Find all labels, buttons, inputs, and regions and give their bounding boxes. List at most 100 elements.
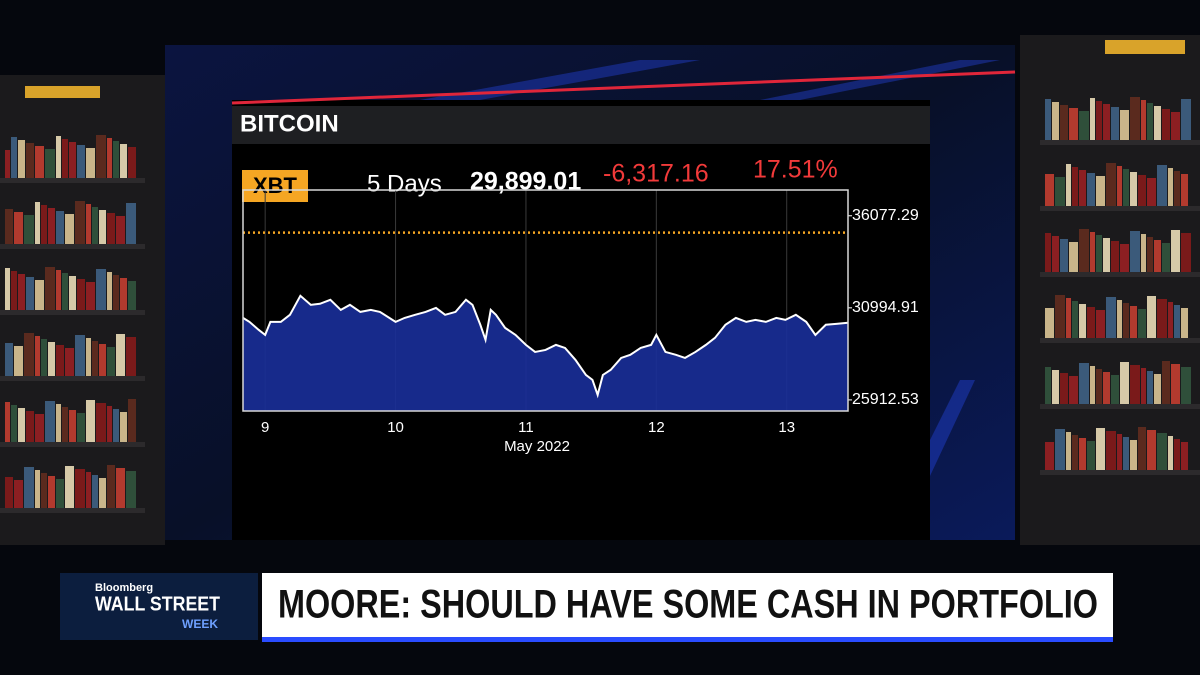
book	[11, 405, 17, 442]
book	[116, 334, 125, 376]
book	[1157, 299, 1167, 338]
book	[1087, 307, 1095, 338]
book	[45, 267, 55, 310]
book	[69, 142, 76, 178]
book	[1103, 104, 1110, 140]
book	[1069, 242, 1078, 272]
book	[26, 277, 34, 310]
book	[99, 478, 106, 508]
book	[1066, 432, 1071, 470]
book	[1181, 308, 1188, 338]
book	[18, 274, 25, 310]
book	[92, 341, 98, 376]
book	[75, 201, 85, 244]
book	[1072, 301, 1078, 338]
book	[5, 402, 10, 442]
shelf-board	[1040, 404, 1200, 409]
book	[1096, 428, 1105, 470]
book	[1117, 166, 1122, 206]
book	[120, 278, 127, 310]
book	[1123, 169, 1129, 206]
book	[120, 144, 127, 178]
book	[1087, 441, 1095, 470]
book	[86, 472, 91, 508]
shelf-board	[1040, 338, 1200, 343]
book	[1066, 164, 1071, 206]
book	[48, 476, 55, 508]
book	[1162, 109, 1170, 140]
book	[96, 403, 106, 442]
book	[1154, 240, 1161, 272]
x-tick-label: 12	[648, 419, 665, 436]
book	[5, 343, 13, 376]
book	[1096, 101, 1102, 140]
x-tick-label: 10	[387, 419, 404, 436]
book	[77, 413, 85, 442]
book	[1055, 177, 1065, 206]
book	[1111, 375, 1119, 404]
book	[128, 147, 136, 178]
book	[1120, 362, 1129, 404]
book	[41, 473, 47, 508]
book	[5, 150, 10, 178]
book	[1117, 300, 1122, 338]
show-logo	[60, 573, 258, 640]
x-tick-label: 9	[261, 419, 269, 436]
book	[1174, 171, 1180, 206]
shelf-board	[0, 508, 145, 513]
headline-bar	[262, 573, 1113, 637]
shelf-board	[1040, 272, 1200, 277]
shelf-board	[1040, 140, 1200, 145]
book	[77, 279, 85, 310]
book	[1096, 176, 1105, 206]
book	[1181, 174, 1188, 206]
book	[69, 276, 76, 310]
book	[1138, 309, 1146, 338]
y-tick-label: 25912.53	[852, 391, 919, 408]
book	[14, 346, 23, 376]
book	[1181, 233, 1191, 272]
book	[86, 338, 91, 376]
book	[1079, 111, 1089, 140]
shelf-board	[0, 178, 145, 183]
book	[62, 139, 68, 178]
book	[41, 205, 47, 244]
book	[69, 410, 76, 442]
book	[1090, 98, 1095, 140]
book	[1045, 233, 1051, 272]
book	[1103, 372, 1110, 404]
book	[65, 466, 74, 508]
book	[1141, 234, 1146, 272]
book	[1138, 427, 1146, 470]
bookshelves	[0, 35, 1200, 545]
book	[1072, 435, 1078, 470]
book	[1069, 376, 1078, 404]
book	[96, 135, 106, 178]
book	[5, 477, 13, 508]
book	[1052, 370, 1059, 404]
book	[48, 208, 55, 244]
book	[1154, 374, 1161, 404]
book	[1045, 442, 1054, 470]
book	[96, 269, 106, 310]
book	[1141, 100, 1146, 140]
book	[107, 347, 115, 376]
book	[1117, 434, 1122, 470]
book	[18, 408, 25, 442]
book	[5, 268, 10, 310]
book	[116, 216, 125, 244]
panel-header	[232, 106, 930, 144]
book	[11, 271, 17, 310]
book	[77, 145, 85, 178]
book	[1157, 165, 1167, 206]
book	[113, 409, 119, 442]
panel-title: BITCOIN	[240, 110, 339, 137]
shelf-board	[0, 244, 145, 249]
book	[1168, 302, 1173, 338]
book	[65, 214, 74, 244]
period: 5 Days	[367, 170, 442, 197]
book	[86, 204, 91, 244]
book	[1106, 431, 1116, 470]
book	[1045, 367, 1051, 404]
